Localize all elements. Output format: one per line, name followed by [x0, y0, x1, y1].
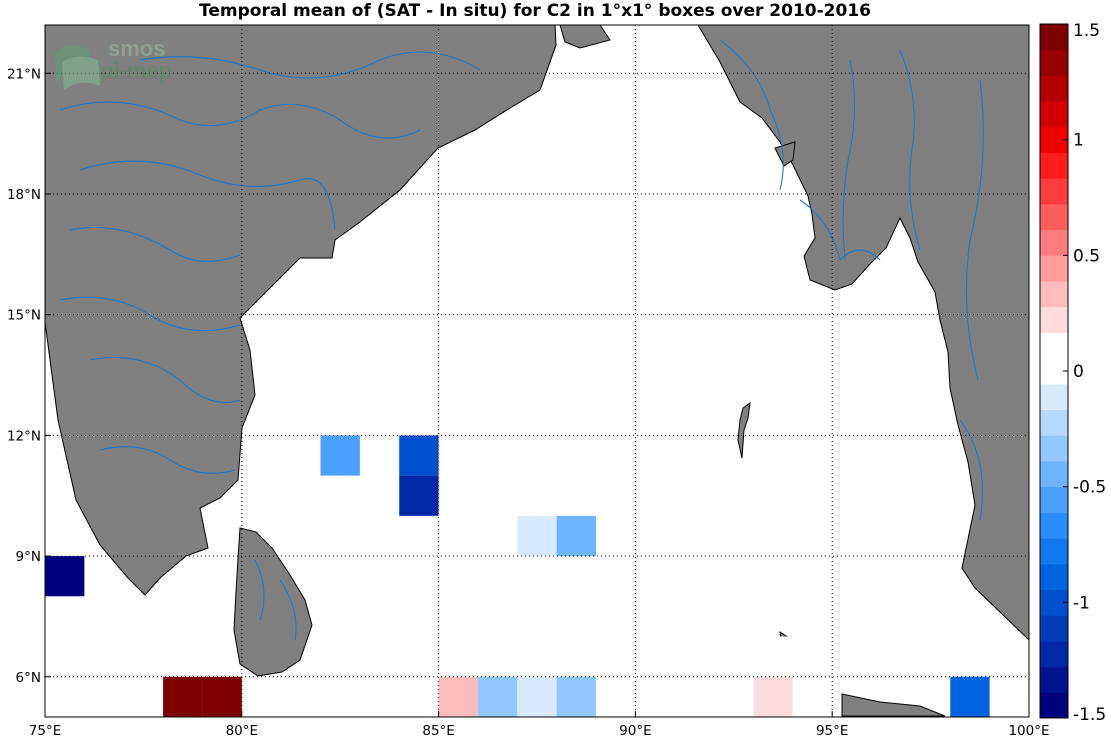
land-island-ne — [774, 141, 796, 167]
colorbar-segment — [1040, 49, 1068, 76]
colorbar-segment — [1040, 75, 1068, 102]
x-axis-ticks: 75°E 80°E 85°E 90°E 95°E 100°E — [29, 711, 1050, 738]
heatmap-cell — [950, 676, 990, 717]
colorbar-tick-label: 0.5 — [1073, 246, 1100, 266]
x-tick-label: 75°E — [29, 723, 61, 738]
heatmap-cell — [753, 676, 793, 717]
colorbar-segment — [1040, 383, 1068, 411]
y-tick-label: 6°N — [16, 670, 41, 686]
heatmap-cell — [45, 556, 85, 597]
land-andaman — [737, 401, 751, 459]
heatmap-cell — [753, 636, 793, 677]
colorbar-tick-label: -1.5 — [1073, 705, 1106, 725]
x-tick-label: 95°E — [816, 723, 848, 738]
y-tick-label: 9°N — [16, 549, 41, 565]
heatmap-cell — [517, 515, 557, 557]
colorbar-tick-label: 1 — [1073, 131, 1084, 151]
x-tick-label: 90°E — [619, 723, 651, 738]
colorbar-segment — [1040, 460, 1068, 488]
colorbar-segment — [1040, 229, 1068, 256]
colorbar-segment — [1040, 255, 1068, 282]
grid-lines — [45, 25, 1029, 717]
y-axis-ticks: 6°N 9°N 12°N 15°N 18°N 21°N — [7, 66, 51, 686]
colorbar-segment — [1040, 178, 1068, 205]
colorbar-segment — [1040, 435, 1068, 462]
x-tick-label: 85°E — [422, 723, 454, 738]
heatmap-cell — [320, 435, 360, 476]
colorbar-segment — [1040, 666, 1068, 693]
logo-waves-icon-2 — [62, 56, 100, 90]
logo-line2: pi-mep — [100, 58, 172, 83]
y-tick-label: 12°N — [7, 428, 41, 444]
land-sri-lanka — [233, 527, 313, 677]
y-tick-label: 18°N — [7, 187, 41, 203]
colorbar-segment — [1040, 486, 1068, 513]
colorbar-segment — [1040, 281, 1068, 308]
colorbar-segment — [1040, 640, 1068, 668]
colorbar-segment — [1040, 152, 1068, 179]
logo-line1: smos — [108, 36, 165, 61]
y-tick-label: 21°N — [7, 66, 41, 82]
heatmap-cell — [556, 676, 597, 717]
heatmap-cell — [202, 676, 242, 717]
heatmap-cell — [163, 676, 203, 717]
colorbar-ticks: 1.5 1 0.5 0 -0.5 -1 -1.5 — [1063, 21, 1106, 725]
land-layer — [44, 24, 1030, 717]
colorbar-segment — [1040, 306, 1068, 333]
heatmap-cell — [477, 676, 518, 717]
colorbar-segment — [1040, 332, 1068, 359]
heatmap-cell — [792, 676, 833, 717]
colorbar-segment — [1040, 563, 1068, 590]
y-tick-label: 15°N — [7, 308, 41, 324]
colorbar-segment — [1040, 538, 1068, 565]
colorbar-segment — [1040, 24, 1068, 51]
colorbar-segment — [1040, 101, 1068, 128]
x-tick-label: 80°E — [226, 723, 258, 738]
colorbar-segment — [1040, 203, 1068, 231]
colorbar-tick-label: 0 — [1073, 362, 1084, 382]
colorbar-segment — [1040, 692, 1068, 719]
map-frame — [44, 24, 1030, 718]
colorbar-segment — [1040, 615, 1068, 642]
rivers-layer — [59, 39, 984, 641]
heatmap-cell — [556, 515, 597, 557]
heatmap-cell — [517, 676, 557, 717]
colorbar-tick-label: 1.5 — [1073, 21, 1100, 41]
colorbar-tick-label: -1 — [1073, 593, 1090, 613]
colorbar-segment — [1040, 409, 1068, 436]
heatmap-cell — [399, 435, 439, 476]
heatmap-cell — [399, 475, 439, 516]
x-tick-label: 100°E — [1008, 723, 1049, 738]
land-india — [44, 24, 557, 596]
land-myanmar — [697, 24, 1030, 642]
heatmap-cell — [438, 676, 478, 717]
colorbar-segment — [1040, 512, 1068, 539]
heatmap-cells — [45, 435, 990, 717]
chart-title: Temporal mean of (SAT - In situ) for C2 … — [199, 1, 871, 21]
land-sumatra — [841, 693, 946, 717]
colorbar-tick-label: -0.5 — [1073, 478, 1106, 498]
colorbar-segments — [1040, 24, 1068, 719]
smos-logo: smos pi-mep — [55, 36, 172, 90]
